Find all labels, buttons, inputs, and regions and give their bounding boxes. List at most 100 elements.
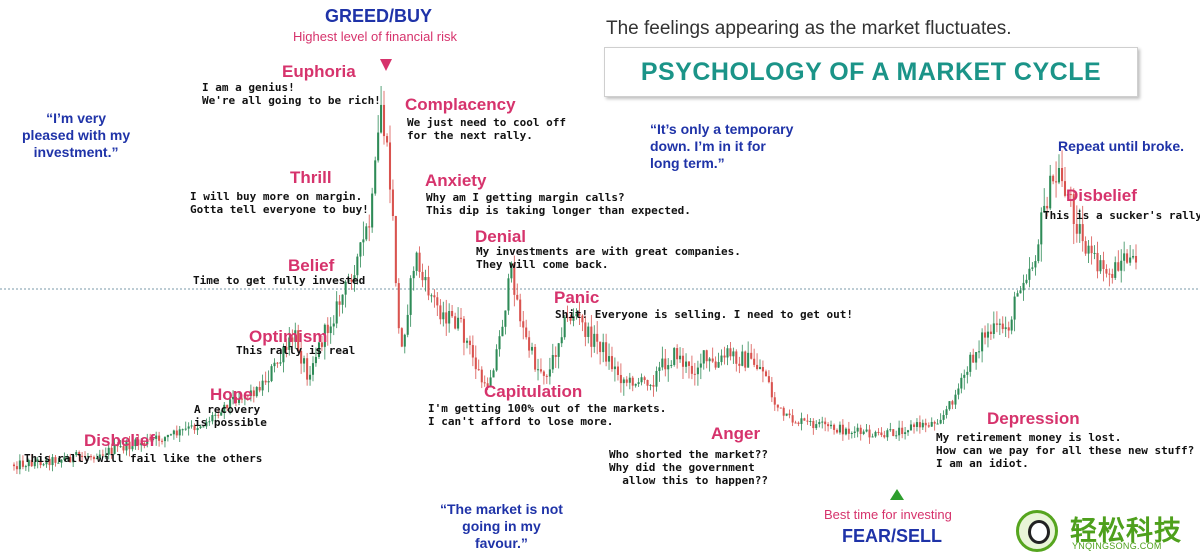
candle-body — [779, 407, 782, 409]
stage-desc-euphoria: I am a genius! We're all going to be ric… — [202, 81, 381, 107]
candle-body — [711, 358, 714, 362]
candle-body — [963, 374, 966, 378]
candle-body — [847, 428, 850, 434]
candle-body — [699, 363, 702, 368]
candle-body — [1102, 260, 1105, 269]
candle-body — [246, 395, 249, 397]
candle-body — [288, 337, 291, 350]
candle-body — [300, 351, 303, 364]
candle-body — [353, 275, 356, 282]
candle-body — [661, 358, 664, 368]
candle-body — [465, 340, 469, 343]
candle-body — [421, 271, 424, 281]
candle-body — [631, 377, 634, 386]
candle-body — [297, 330, 300, 352]
candle-body — [513, 263, 516, 295]
candle-body — [1066, 194, 1069, 196]
chart-subtitle: The feelings appearing as the market flu… — [606, 18, 1012, 39]
candle-body — [1010, 319, 1013, 331]
candle-body — [365, 226, 368, 240]
candle-body — [371, 193, 374, 228]
candle-body — [89, 456, 93, 458]
candle-body — [516, 294, 519, 300]
candle-body — [433, 295, 436, 298]
candle-body — [998, 323, 1001, 325]
candle-body — [850, 433, 853, 435]
candle-body — [110, 447, 113, 454]
candle-body — [439, 305, 442, 320]
candle-body — [909, 424, 912, 431]
candle-body — [628, 377, 631, 383]
candle-body — [637, 382, 640, 384]
candle-body — [285, 346, 288, 350]
candle-body — [48, 458, 51, 466]
candle-body — [424, 277, 427, 281]
candle-body — [495, 349, 498, 371]
candle-body — [1004, 327, 1007, 330]
candle-body — [220, 412, 223, 416]
candle-body — [578, 313, 581, 316]
candle-body — [596, 333, 599, 342]
candle-body — [158, 435, 161, 441]
candle-body — [146, 438, 149, 445]
candle-body — [1096, 252, 1099, 272]
candle-body — [54, 457, 57, 463]
candle-body — [140, 442, 143, 446]
watermark-sub: YNQINGSONG.COM — [1072, 541, 1162, 551]
stage-title-anger: Anger — [711, 424, 761, 443]
candle-body — [948, 401, 951, 410]
candle-body — [880, 432, 883, 436]
candle-body — [18, 460, 21, 470]
candle-body — [344, 281, 347, 295]
candle-body — [1084, 241, 1087, 254]
candle-body — [15, 466, 18, 470]
candle-body — [981, 332, 984, 352]
candle-body — [388, 142, 392, 190]
candle-body — [741, 351, 744, 366]
candle-body — [942, 414, 945, 420]
candle-body — [394, 216, 397, 284]
candle-body — [483, 382, 486, 384]
candle-body — [951, 401, 954, 405]
candle-body — [436, 297, 439, 306]
candle-body — [1078, 224, 1081, 234]
candle-body — [1028, 268, 1031, 280]
candle-body — [501, 326, 504, 337]
stage-desc-capitulation: I'm getting 100% out of the markets. I c… — [428, 402, 667, 428]
candle-body — [1063, 181, 1067, 196]
greed-buy-label: GREED/BUY — [325, 6, 433, 26]
candle-body — [572, 316, 575, 321]
candle-body — [764, 371, 768, 377]
candle-body — [856, 427, 859, 432]
candle-body — [658, 367, 661, 371]
candle-body — [320, 342, 323, 347]
candle-body — [1075, 223, 1078, 234]
candle-body — [338, 301, 341, 305]
candle-body — [969, 354, 972, 372]
stage-title-disbelief: Disbelief — [84, 431, 155, 450]
candle-body — [1049, 175, 1052, 209]
candle-body — [1040, 212, 1043, 245]
candle-body — [175, 430, 178, 436]
candle-body — [833, 424, 836, 430]
candle-body — [33, 461, 36, 467]
candle-body — [723, 355, 726, 358]
candle-body — [397, 283, 400, 329]
candle-body — [898, 427, 901, 436]
candle-body — [791, 415, 794, 423]
candle-body — [125, 441, 128, 451]
candle-body — [782, 407, 785, 416]
candle-body — [889, 429, 892, 431]
candle-body — [69, 456, 72, 463]
candle-body — [587, 326, 590, 337]
repeat-label: Repeat until broke. — [1058, 138, 1185, 154]
candle-body — [160, 440, 164, 442]
candle-body — [368, 226, 371, 228]
candle-body — [72, 454, 75, 463]
candle-body — [681, 355, 685, 367]
candle-body — [1087, 245, 1090, 254]
stage-desc-disbelief: This rally will fail like the others — [24, 452, 263, 465]
candle-body — [486, 383, 489, 387]
candle-body — [226, 404, 229, 408]
